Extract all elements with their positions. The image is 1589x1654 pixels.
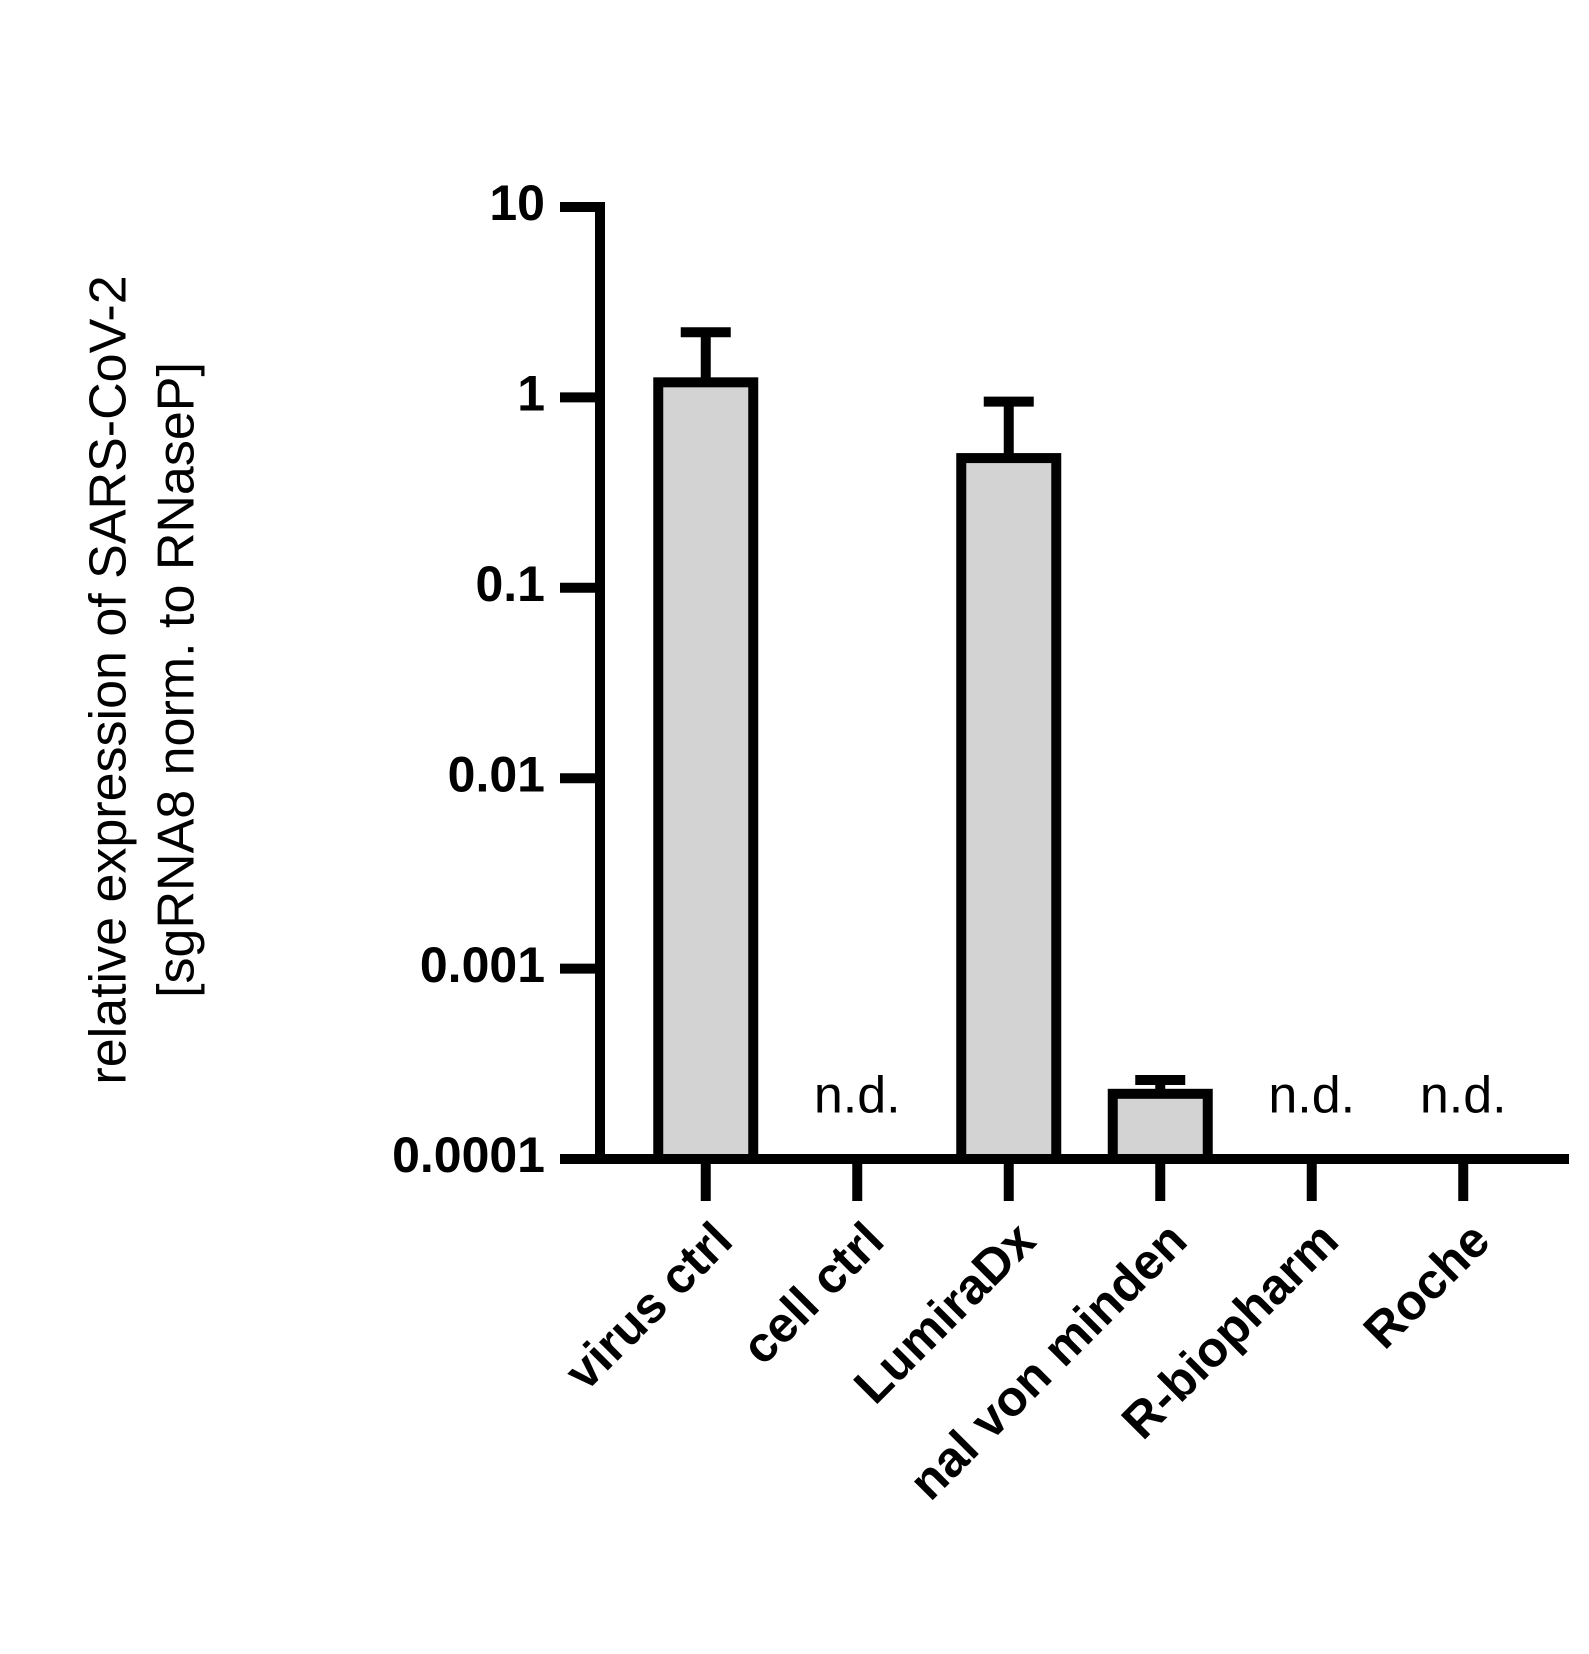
value-label: n.d. [1420,1067,1507,1125]
x-tick-label: virus ctrl [554,1212,743,1401]
y-tick-label: 0.01 [448,746,545,802]
y-tick-label: 0.0001 [392,1127,545,1183]
bar [653,377,759,1164]
error-bar [983,396,1034,459]
x-label-group: nal von minden [898,1212,1197,1511]
y-axis-title: relative expression of SARS-CoV-2 [80,275,138,1084]
y-tick-label: 0.1 [475,556,545,612]
value-label: n.d. [814,1067,901,1125]
x-tick-label: nal von minden [898,1212,1197,1511]
bar [1107,1088,1213,1165]
error-bar [680,327,731,383]
x-label-group: virus ctrl [554,1212,743,1401]
value-label: n.d. [1268,1067,1355,1125]
y-tick-label: 1 [517,366,545,422]
bar [956,453,1062,1164]
y-tick-label: 10 [489,175,545,231]
y-axis-title: [sgRNA8 norm. to RNaseP] [148,362,206,998]
y-title-line-2-group: [sgRNA8 norm. to RNaseP] [148,362,206,998]
x-label-group: Roche [1353,1212,1501,1360]
y-title-line-1-group: relative expression of SARS-CoV-2 [80,275,138,1084]
y-tick-label: 0.001 [420,937,545,993]
x-tick-label: Roche [1353,1212,1501,1360]
